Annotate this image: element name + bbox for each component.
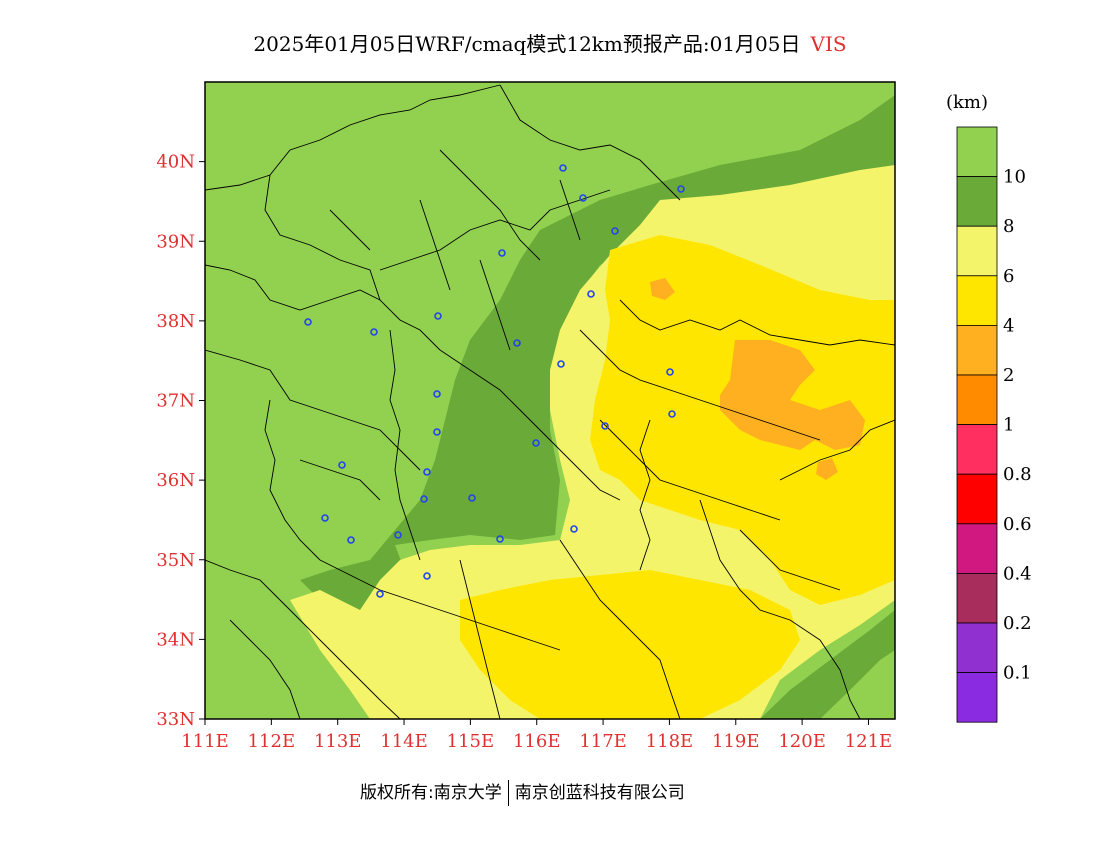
- field-vis-2-4-east: [720, 340, 865, 450]
- colorbar-label: 0.4: [1003, 563, 1032, 584]
- colorbar-swatch: [956, 473, 998, 525]
- lat-tick-label: 33N: [156, 709, 195, 730]
- colorbar-swatch: [956, 523, 998, 574]
- lon-tick-label: 120E: [778, 731, 826, 752]
- map-title: 2025年01月05日WRF/cmaq模式12km预报产品:01月05日 VIS: [0, 28, 1100, 57]
- city-marker: [532, 439, 540, 447]
- admin-boundaries: [205, 84, 895, 719]
- map-fields: [205, 82, 895, 719]
- lat-tick-label: 35N: [156, 550, 195, 571]
- city-marker: [338, 461, 346, 469]
- colorbar-swatch: [956, 374, 998, 425]
- colorbar-label: 10: [1003, 167, 1026, 188]
- city-marker: [570, 525, 578, 533]
- city-marker: [420, 495, 428, 503]
- credit-company: 南京创蓝科技有限公司: [514, 783, 685, 803]
- colorbar-label: 0.6: [1003, 514, 1032, 535]
- lon-tick-label: 117E: [579, 731, 627, 752]
- city-marker: [601, 422, 609, 430]
- colorbar-swatch: [956, 225, 998, 277]
- credit-separator: [507, 780, 509, 806]
- colorbar-label: 8: [1003, 216, 1014, 237]
- lon-tick-label: 121E: [845, 731, 893, 752]
- colorbar-label: 4: [1003, 315, 1014, 336]
- colorbar-swatch: [956, 176, 998, 227]
- latitude-axis: 33N 34N 35N 36N 37N 38N 39N 40N: [156, 152, 205, 730]
- field-vis-over-10-southeast: [820, 650, 895, 719]
- lon-tick-label: 119E: [712, 731, 760, 752]
- colorbar-unit: (km): [946, 92, 988, 113]
- colorbar-swatch: [956, 324, 998, 376]
- field-vis-2-4-small: [650, 278, 675, 300]
- colorbar-label: 0.1: [1003, 663, 1032, 684]
- lon-tick-label: 118E: [646, 731, 694, 752]
- copyright-credit: 版权所有:南京大学 南京创蓝科技有限公司: [360, 778, 685, 806]
- lat-tick-label: 34N: [156, 629, 195, 650]
- colorbar-label: 1: [1003, 415, 1014, 436]
- colorbar-swatch: [956, 275, 998, 326]
- lon-tick-label: 113E: [314, 731, 362, 752]
- variable-label: VIS: [810, 32, 847, 56]
- city-marker: [559, 164, 567, 172]
- city-marker: [496, 535, 504, 543]
- city-marker: [668, 410, 676, 418]
- city-marker: [557, 360, 565, 368]
- city-marker: [498, 249, 506, 257]
- lat-tick-label: 37N: [156, 391, 195, 412]
- city-marker: [677, 185, 685, 193]
- lat-tick-label: 38N: [156, 311, 195, 332]
- colorbar-swatch: [956, 126, 998, 177]
- lon-tick-label: 112E: [248, 731, 296, 752]
- city-markers: [304, 164, 685, 598]
- city-marker: [394, 531, 402, 539]
- lon-tick-label: 115E: [447, 731, 495, 752]
- lat-tick-label: 36N: [156, 470, 195, 491]
- city-marker: [666, 368, 674, 376]
- colorbar-swatch: [956, 672, 998, 723]
- lon-tick-label: 111E: [181, 731, 229, 752]
- lon-tick-label: 114E: [380, 731, 428, 752]
- field-vis-4-6-south: [460, 570, 800, 719]
- title-text: 2025年01月05日WRF/cmaq模式12km预报产品:01月05日: [253, 32, 801, 56]
- colorbar-swatch: [956, 573, 998, 624]
- city-marker: [434, 312, 442, 320]
- city-marker: [611, 227, 619, 235]
- city-marker: [423, 572, 431, 580]
- city-marker: [376, 590, 384, 598]
- colorbar: (km) 10 8 6 4 2 1 0.8 0.6 0.4 0.2 0.1: [946, 92, 1032, 723]
- city-marker: [433, 428, 441, 436]
- city-marker: [347, 536, 355, 544]
- longitude-axis: 111E 112E 113E 114E 115E 116E 117E 118E 119E 120E…: [181, 719, 892, 752]
- lon-tick-label: 116E: [513, 731, 561, 752]
- city-marker: [321, 514, 329, 522]
- colorbar-label: 2: [1003, 365, 1014, 386]
- credit-owner: 版权所有:南京大学: [360, 783, 502, 803]
- city-marker: [587, 290, 595, 298]
- colorbar-label: 6: [1003, 266, 1014, 287]
- city-marker: [579, 194, 587, 202]
- colorbar-swatch: [956, 424, 998, 475]
- lat-tick-label: 40N: [156, 152, 195, 173]
- colorbar-swatch: [956, 622, 998, 673]
- city-marker: [423, 468, 431, 476]
- field-vis-8-10: [300, 95, 895, 640]
- field-vis-2-4-coast: [816, 458, 838, 480]
- city-marker: [370, 328, 378, 336]
- city-marker: [513, 339, 521, 347]
- city-marker: [468, 494, 476, 502]
- city-marker: [304, 318, 312, 326]
- colorbar-label: 0.8: [1003, 464, 1032, 485]
- lat-tick-label: 39N: [156, 231, 195, 252]
- colorbar-label: 0.2: [1003, 613, 1032, 634]
- city-marker: [433, 390, 441, 398]
